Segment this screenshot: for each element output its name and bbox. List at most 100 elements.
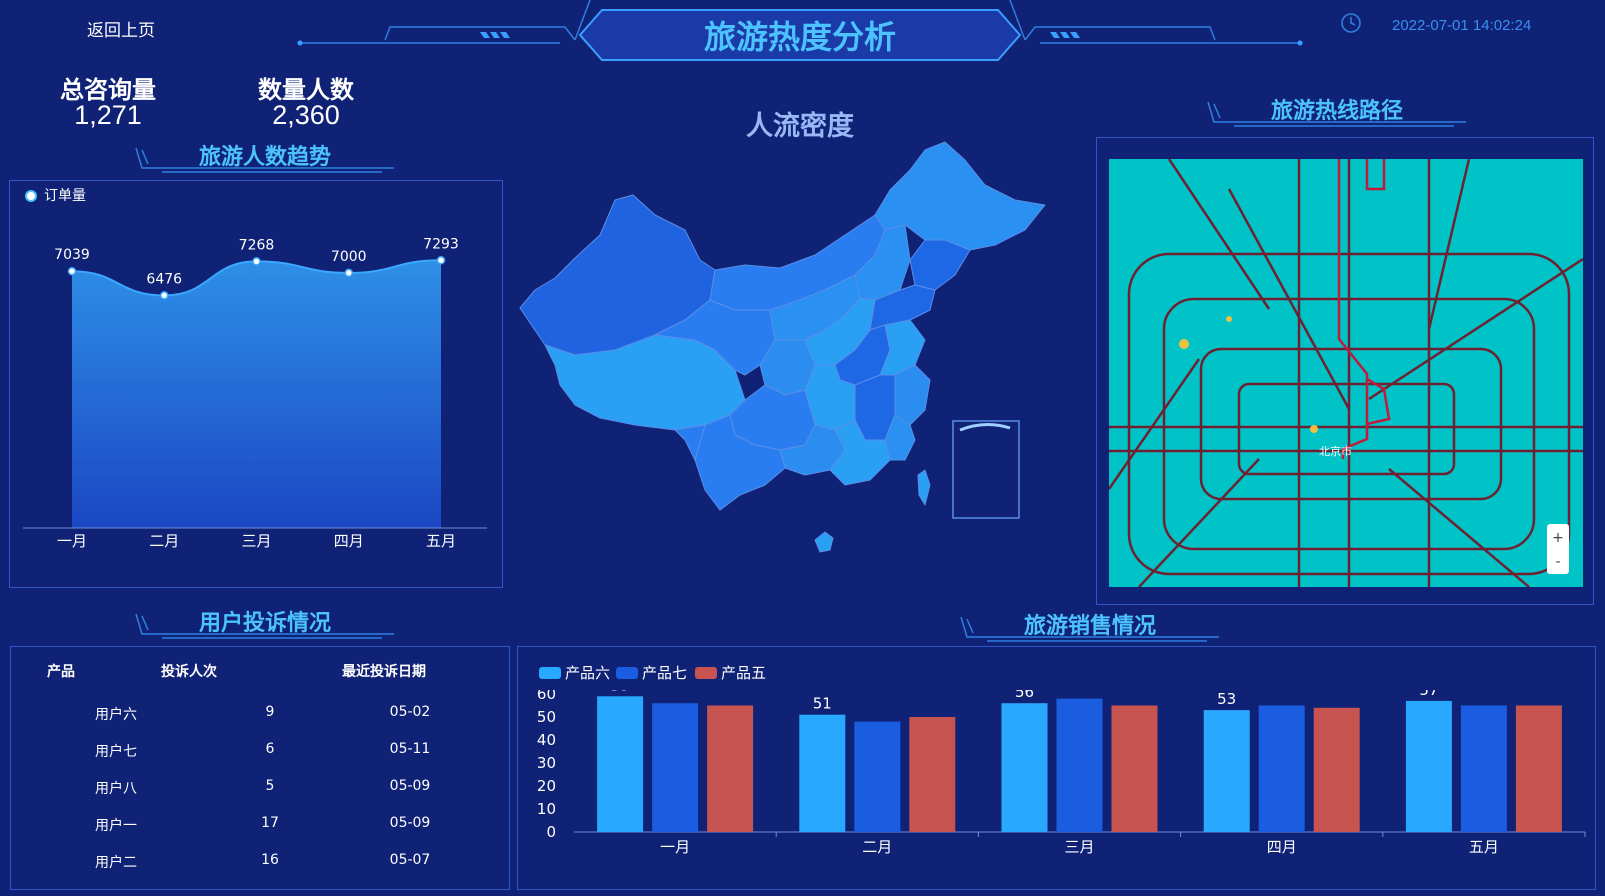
sales-bar[interactable] bbox=[1001, 703, 1048, 832]
sales-x-tick-label: 五月 bbox=[1469, 838, 1499, 856]
trend-data-label: 7039 bbox=[54, 247, 90, 263]
sales-bar-value-label: 57 bbox=[1419, 690, 1438, 699]
trend-x-tick-label: 一月 bbox=[57, 532, 87, 550]
legend-label: 产品五 bbox=[721, 664, 767, 682]
kpi-value-people: 2,360 bbox=[272, 100, 340, 130]
sales-bar[interactable] bbox=[652, 703, 699, 832]
sales-bar-value-label: 53 bbox=[1217, 690, 1236, 708]
sales-bar[interactable] bbox=[707, 705, 754, 833]
route-title-deco bbox=[1207, 101, 1466, 127]
trend-area bbox=[72, 260, 441, 528]
sales-x-tick-label: 一月 bbox=[660, 838, 690, 856]
kpi-value-consult: 1,271 bbox=[74, 100, 142, 130]
row-name: 用户八 bbox=[95, 781, 137, 797]
row-date: 05-09 bbox=[389, 778, 431, 794]
china-map bbox=[519, 141, 1046, 553]
trend-x-tick-label: 四月 bbox=[334, 532, 364, 550]
sales-title-deco bbox=[960, 616, 1219, 642]
route-panel bbox=[1096, 137, 1594, 605]
complaint-panel bbox=[10, 646, 510, 890]
legend-label: 产品七 bbox=[642, 664, 688, 682]
trend-title-deco bbox=[135, 147, 394, 173]
trend-point[interactable] bbox=[436, 256, 446, 265]
sales-bar[interactable] bbox=[1111, 705, 1158, 833]
route-map: 北京市 + - bbox=[1109, 159, 1583, 587]
legend-swatch bbox=[539, 666, 561, 679]
sales-bar[interactable] bbox=[1405, 700, 1452, 832]
sales-bar[interactable] bbox=[799, 714, 846, 832]
sales-x-tick-label: 四月 bbox=[1267, 838, 1297, 856]
sales-bar-value-label: 51 bbox=[813, 695, 832, 713]
table-header-date: 最近投诉日期 bbox=[342, 664, 426, 680]
sales-y-tick-label: 50 bbox=[537, 708, 556, 726]
kpi-label-people: 数量人数 bbox=[258, 76, 354, 104]
sales-y-tick-label: 0 bbox=[546, 823, 556, 841]
row-name: 用户二 bbox=[95, 855, 137, 871]
header-frame bbox=[297, 0, 1303, 61]
zoom-in-button[interactable]: + bbox=[1552, 530, 1564, 546]
trend-point[interactable] bbox=[252, 257, 261, 266]
trend-x-tick-label: 二月 bbox=[149, 532, 179, 550]
legend-label: 产品六 bbox=[565, 664, 611, 682]
sales-bar-value-label: 59 bbox=[611, 690, 630, 694]
trend-legend-label: 订单量 bbox=[44, 188, 86, 204]
sales-bar[interactable] bbox=[1313, 707, 1360, 832]
datetime-display: 2022-07-01 14:02:24 bbox=[1392, 17, 1532, 34]
trend-x-tick-label: 五月 bbox=[426, 532, 456, 550]
sales-x-tick-label: 二月 bbox=[862, 838, 892, 856]
sales-title: 旅游销售情况 bbox=[1023, 614, 1156, 639]
sales-y-tick-label: 60 bbox=[537, 690, 556, 703]
legend-product-five[interactable]: 产品五 bbox=[695, 662, 766, 683]
page-title: 旅游热度分析 bbox=[703, 18, 896, 56]
route-title: 旅游热线路径 bbox=[1270, 99, 1403, 124]
sales-bar[interactable] bbox=[1203, 710, 1250, 832]
trend-point[interactable] bbox=[67, 266, 77, 276]
zoom-control bbox=[1547, 524, 1569, 574]
sales-bar[interactable] bbox=[854, 721, 901, 832]
trend-panel bbox=[9, 180, 503, 588]
row-count: 6 bbox=[265, 741, 275, 757]
sales-bar[interactable] bbox=[909, 717, 956, 832]
legend-swatch bbox=[695, 666, 717, 679]
map-title: 人流密度 bbox=[746, 111, 854, 142]
legend-product-six[interactable]: 产品六 bbox=[539, 662, 610, 683]
trend-point[interactable] bbox=[160, 291, 169, 300]
sales-y-tick-label: 20 bbox=[537, 777, 556, 795]
row-date: 05-02 bbox=[389, 704, 431, 720]
sales-x-tick-label: 三月 bbox=[1064, 838, 1094, 856]
zoom-out-button[interactable]: - bbox=[1555, 554, 1560, 570]
table-header-product: 产品 bbox=[47, 664, 75, 680]
sales-bar[interactable] bbox=[1056, 698, 1103, 832]
kpi-label-consult: 总咨询量 bbox=[60, 76, 156, 104]
legend-swatch bbox=[616, 666, 638, 679]
sales-y-tick-label: 30 bbox=[537, 754, 556, 772]
complaint-title-deco bbox=[135, 613, 394, 639]
back-link[interactable]: 返回上页 bbox=[87, 21, 155, 41]
row-count: 5 bbox=[265, 778, 275, 794]
sales-bar[interactable] bbox=[597, 696, 644, 832]
sales-chart: 0 10 20 30 40 50 60 59 一月 51 二月 56 三月 53 四月 57 五月 bbox=[537, 690, 1586, 856]
sales-bar[interactable] bbox=[1460, 705, 1507, 833]
trend-data-label: 6476 bbox=[146, 271, 182, 287]
sales-bar[interactable] bbox=[1258, 705, 1305, 833]
trend-data-label: 7268 bbox=[239, 237, 275, 253]
trend-chart: 7039 一月 6476 二月 7268 三月 7000 四月 7293 五月 bbox=[23, 236, 487, 550]
sales-panel bbox=[517, 646, 1596, 890]
trend-title: 旅游人数趋势 bbox=[198, 145, 331, 170]
row-count: 17 bbox=[261, 815, 279, 831]
sales-bar[interactable] bbox=[1515, 705, 1562, 833]
trend-data-label: 7293 bbox=[423, 236, 459, 252]
row-count: 9 bbox=[265, 704, 275, 720]
trend-data-label: 7000 bbox=[331, 249, 367, 265]
legend-product-seven[interactable]: 产品七 bbox=[616, 662, 687, 683]
sales-y-tick-label: 10 bbox=[537, 800, 556, 818]
sales-bar-value-label: 56 bbox=[1015, 690, 1034, 701]
trend-point[interactable] bbox=[344, 268, 353, 278]
trend-legend-dot bbox=[25, 190, 37, 202]
row-name: 用户七 bbox=[95, 744, 137, 760]
row-count: 16 bbox=[261, 852, 279, 868]
trend-x-tick-label: 三月 bbox=[241, 532, 271, 550]
row-date: 05-11 bbox=[389, 741, 431, 757]
sales-y-tick-label: 40 bbox=[537, 731, 556, 749]
row-name: 用户六 bbox=[95, 707, 137, 723]
